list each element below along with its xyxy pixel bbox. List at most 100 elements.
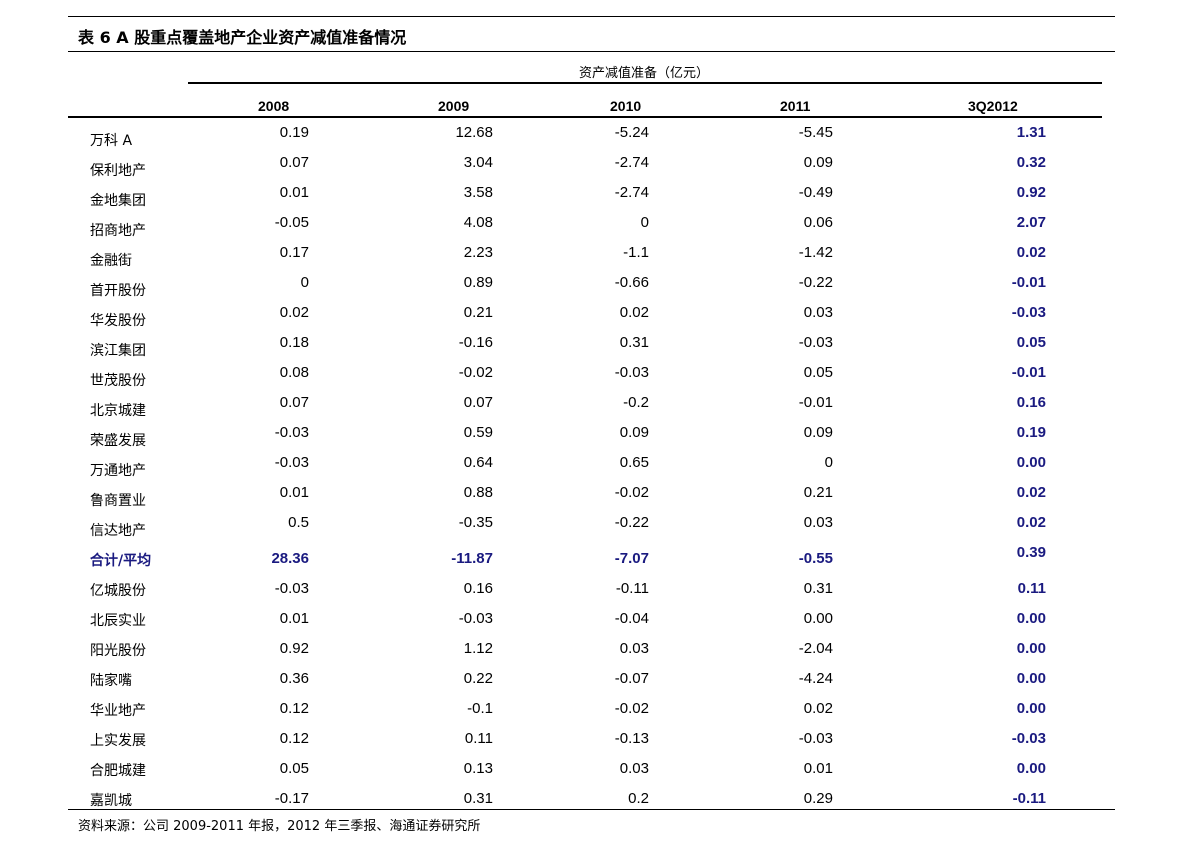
company-name: 陆家嘴	[90, 673, 132, 689]
cell-2008: 0.07	[279, 154, 309, 171]
cell-2011: 0.29	[803, 790, 833, 807]
cell-2011: 0.09	[803, 424, 833, 441]
company-name: 招商地产	[90, 223, 146, 239]
cell-2011: 0	[824, 454, 833, 471]
cell-2010: 0.31	[619, 334, 649, 351]
table-row: 鲁商置业 0.01 0.88 -0.02 0.21 0.02	[0, 481, 1191, 511]
table-row: 保利地产 0.07 3.04 -2.74 0.09 0.32	[0, 151, 1191, 181]
cell-3q2012: 0.16	[1016, 394, 1046, 411]
cell-2010: -0.2	[623, 394, 649, 411]
cell-2010: -7.07	[614, 550, 649, 567]
table-row: 合肥城建 0.05 0.13 0.03 0.01 0.00	[0, 757, 1191, 787]
cell-2008: 0.08	[279, 364, 309, 381]
company-name: 鲁商置业	[90, 493, 146, 509]
cell-2009: -0.35	[458, 514, 493, 531]
cell-2008: 0.92	[279, 640, 309, 657]
cell-2009: 0.16	[463, 580, 493, 597]
cell-2009: 0.31	[463, 790, 493, 807]
cell-3q2012: 0.00	[1016, 670, 1046, 687]
cell-3q2012: 0.19	[1016, 424, 1046, 441]
company-name: 北京城建	[90, 403, 146, 419]
cell-2008: 0.12	[279, 730, 309, 747]
cell-2008: 0.01	[279, 484, 309, 501]
table-title: 表 6 A 股重点覆盖地产企业资产减值准备情况	[78, 28, 407, 47]
cell-2010: 0.03	[619, 640, 649, 657]
cell-3q2012: 0.00	[1016, 640, 1046, 657]
source-note: 资料来源：公司 2009-2011 年报，2012 年三季报、海通证券研究所	[78, 819, 481, 834]
cell-2008: 28.36	[271, 550, 309, 567]
bottom-rule	[68, 809, 1115, 810]
cell-2011: 0.31	[803, 580, 833, 597]
company-name: 金融街	[90, 253, 132, 269]
group-header-rule	[188, 82, 1102, 84]
cell-2008: -0.17	[274, 790, 309, 807]
cell-3q2012: -0.01	[1011, 364, 1046, 381]
cell-2010: -2.74	[614, 154, 649, 171]
cell-2009: 0.22	[463, 670, 493, 687]
cell-2011: -2.04	[798, 640, 833, 657]
cell-2009: 0.21	[463, 304, 493, 321]
company-name: 合肥城建	[90, 763, 146, 779]
cell-3q2012: 0.92	[1016, 184, 1046, 201]
cell-2010: -0.13	[614, 730, 649, 747]
cell-2011: -4.24	[798, 670, 833, 687]
cell-2011: -0.22	[798, 274, 833, 291]
table-row: 招商地产 -0.05 4.08 0 0.06 2.07	[0, 211, 1191, 241]
table-row: 万科 A 0.19 12.68 -5.24 -5.45 1.31	[0, 121, 1191, 151]
year-header-3q2012: 3Q2012	[968, 98, 1018, 114]
company-name: 信达地产	[90, 523, 146, 539]
table-row: 嘉凯城 -0.17 0.31 0.2 0.29 -0.11	[0, 787, 1191, 817]
table-row: 亿城股份 -0.03 0.16 -0.11 0.31 0.11	[0, 577, 1191, 607]
cell-2011: -5.45	[798, 124, 833, 141]
cell-2008: 0.36	[279, 670, 309, 687]
cell-2009: -0.03	[458, 610, 493, 627]
title-rule	[68, 51, 1115, 52]
table-row: 北辰实业 0.01 -0.03 -0.04 0.00 0.00	[0, 607, 1191, 637]
cell-2010: -0.11	[615, 580, 649, 597]
cell-2010: 0.2	[628, 790, 649, 807]
year-header-2009: 2009	[438, 98, 470, 114]
cell-2008: -0.05	[274, 214, 309, 231]
cell-2008: -0.03	[274, 454, 309, 471]
cell-2008: 0.01	[279, 610, 309, 627]
cell-2010: -0.02	[614, 484, 649, 501]
cell-2008: 0.01	[279, 184, 309, 201]
company-name: 滨江集团	[90, 343, 146, 359]
cell-3q2012: 0.32	[1016, 154, 1046, 171]
cell-2009: 0.13	[463, 760, 493, 777]
company-name: 合计/平均	[90, 553, 152, 569]
cell-2008: 0	[300, 274, 309, 291]
table-row: 荣盛发展 -0.03 0.59 0.09 0.09 0.19	[0, 421, 1191, 451]
company-name: 上实发展	[90, 733, 146, 749]
group-header: 资产减值准备（亿元）	[578, 66, 709, 81]
cell-2010: -2.74	[614, 184, 649, 201]
cell-2011: -0.01	[798, 394, 833, 411]
cell-3q2012: -0.01	[1011, 274, 1046, 291]
cell-3q2012: 0.39	[1016, 544, 1046, 561]
company-name: 阳光股份	[90, 643, 146, 659]
cell-2011: 0.03	[803, 514, 833, 531]
cell-3q2012: 0.02	[1016, 244, 1046, 261]
cell-2009: 0.11	[464, 730, 493, 747]
cell-3q2012: 1.31	[1016, 124, 1046, 141]
company-name: 北辰实业	[90, 613, 146, 629]
cell-3q2012: 0.02	[1016, 484, 1046, 501]
cell-2008: 0.05	[279, 760, 309, 777]
company-name: 嘉凯城	[90, 793, 132, 809]
top-rule	[68, 16, 1115, 17]
cell-2009: 0.07	[463, 394, 493, 411]
table-row: 滨江集团 0.18 -0.16 0.31 -0.03 0.05	[0, 331, 1191, 361]
company-name: 世茂股份	[90, 373, 146, 389]
cell-2009: 0.89	[463, 274, 493, 291]
cell-2010: -0.03	[614, 364, 649, 381]
cell-2011: 0.02	[803, 700, 833, 717]
cell-2008: -0.03	[274, 424, 309, 441]
table-row: 陆家嘴 0.36 0.22 -0.07 -4.24 0.00	[0, 667, 1191, 697]
cell-2011: 0.01	[803, 760, 833, 777]
cell-2010: -5.24	[614, 124, 649, 141]
company-name: 亿城股份	[90, 583, 146, 599]
header-rule	[68, 116, 1102, 118]
cell-2010: -0.04	[614, 610, 649, 627]
cell-2010: -1.1	[623, 244, 649, 261]
cell-2011: 0.03	[803, 304, 833, 321]
